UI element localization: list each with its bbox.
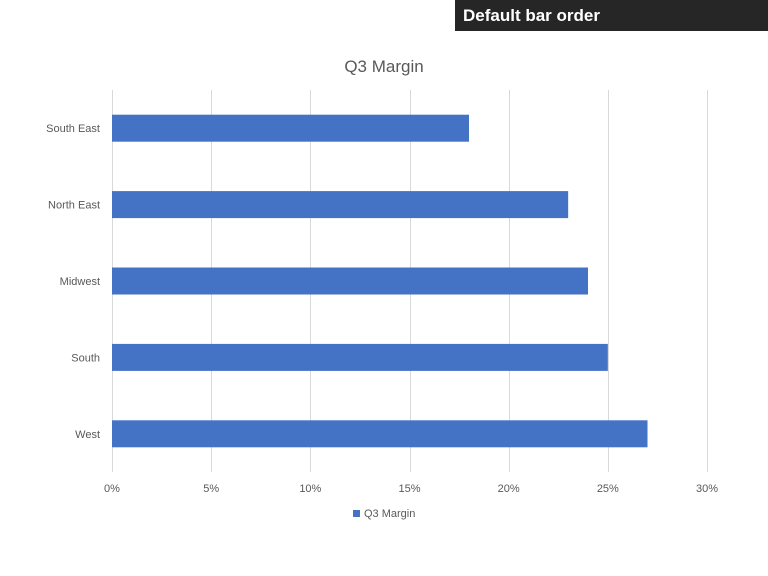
slide-banner: Default bar order bbox=[455, 0, 768, 31]
bar bbox=[112, 420, 648, 448]
legend-label: Q3 Margin bbox=[364, 508, 415, 520]
x-tick-label: 10% bbox=[299, 483, 321, 495]
category-label: South East bbox=[46, 123, 100, 135]
bar bbox=[112, 191, 569, 219]
x-tick-label: 0% bbox=[104, 483, 120, 495]
category-label: Midwest bbox=[60, 276, 100, 288]
legend: Q3 Margin bbox=[353, 508, 415, 520]
banner-title: Default bar order bbox=[463, 6, 600, 25]
bars bbox=[112, 114, 648, 448]
x-tick-label: 30% bbox=[696, 483, 718, 495]
x-tick-label: 25% bbox=[597, 483, 619, 495]
bar bbox=[112, 114, 469, 142]
category-label: West bbox=[75, 429, 100, 441]
x-axis-tick-labels: 0% 5% 10% 15% 20% 25% 30% bbox=[104, 483, 718, 495]
category-labels: South East North East Midwest South West bbox=[46, 123, 100, 441]
chart-title: Q3 Margin bbox=[344, 57, 423, 76]
bar bbox=[112, 267, 588, 295]
x-tick-label: 20% bbox=[498, 483, 520, 495]
category-label: South bbox=[71, 352, 100, 364]
bar bbox=[112, 343, 608, 371]
legend-swatch bbox=[353, 510, 360, 517]
category-label: North East bbox=[48, 200, 100, 212]
x-tick-label: 15% bbox=[398, 483, 420, 495]
x-tick-label: 5% bbox=[203, 483, 219, 495]
